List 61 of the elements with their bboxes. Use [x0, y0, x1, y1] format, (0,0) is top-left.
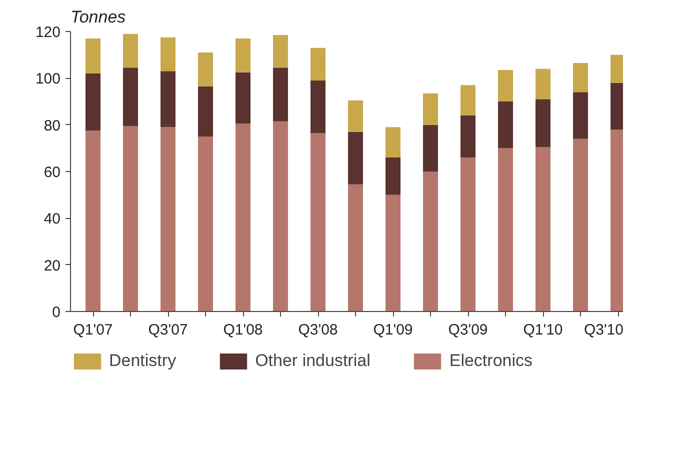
bar: [536, 147, 550, 312]
bar: [273, 35, 288, 68]
bar: [86, 38, 100, 74]
bar: [236, 124, 250, 312]
bar: [460, 158, 476, 312]
bar: [273, 68, 288, 122]
bar: [460, 85, 476, 116]
legend-label: Other industrial: [255, 351, 370, 371]
bar: [310, 80, 326, 133]
bar: [310, 48, 326, 80]
legend-label: Dentistry: [109, 351, 176, 371]
bar: [86, 74, 100, 131]
x-tick-label: Q1'07: [73, 322, 113, 338]
bar: [236, 38, 250, 72]
y-tick-label: 120: [35, 24, 61, 41]
bar: [536, 99, 550, 147]
bar: [123, 68, 138, 126]
bar: [198, 136, 213, 312]
legend-label: Electronics: [449, 351, 532, 371]
bar: [236, 72, 250, 124]
x-tick-label: Q3'07: [148, 322, 188, 338]
y-tick-label: 20: [44, 257, 61, 274]
bar: [348, 100, 363, 132]
y-tick-label: 40: [44, 210, 61, 228]
bar: [160, 127, 176, 312]
bar: [498, 102, 513, 148]
bar: [348, 184, 363, 312]
x-tick-label: Q1'08: [223, 322, 263, 338]
bar: [573, 63, 588, 92]
y-axis-title: Tonnes: [70, 8, 126, 26]
bar: [198, 86, 213, 136]
bar: [123, 126, 138, 312]
x-tick-label: Q3'09: [448, 322, 488, 338]
bar: [460, 116, 476, 158]
y-tick-label: 60: [44, 164, 61, 181]
bar: [160, 71, 176, 128]
bar: [536, 68, 550, 100]
x-tick-label: Q3'08: [298, 322, 338, 338]
y-tick-label: 80: [44, 117, 61, 134]
y-tick-label: 0: [52, 304, 60, 321]
bar: [498, 148, 513, 312]
x-tick-label: Q1'10: [523, 322, 563, 338]
bar: [573, 138, 588, 312]
bar: [348, 132, 363, 184]
x-tick-label: Q1'09: [373, 322, 413, 338]
bar: [423, 172, 438, 312]
y-tick-label: 100: [35, 70, 61, 88]
bar: [498, 70, 513, 102]
bar: [386, 127, 400, 158]
bar: [423, 93, 438, 125]
bar: [310, 133, 326, 312]
bar: [273, 121, 288, 312]
bar: [386, 158, 400, 195]
x-tick-label: Q3'10: [584, 322, 624, 338]
bar: [123, 34, 138, 68]
bar: [573, 92, 588, 139]
bar: [160, 37, 176, 72]
bar: [423, 124, 438, 172]
bar: [86, 130, 100, 312]
bar: [386, 194, 400, 312]
bar: [198, 52, 213, 86]
